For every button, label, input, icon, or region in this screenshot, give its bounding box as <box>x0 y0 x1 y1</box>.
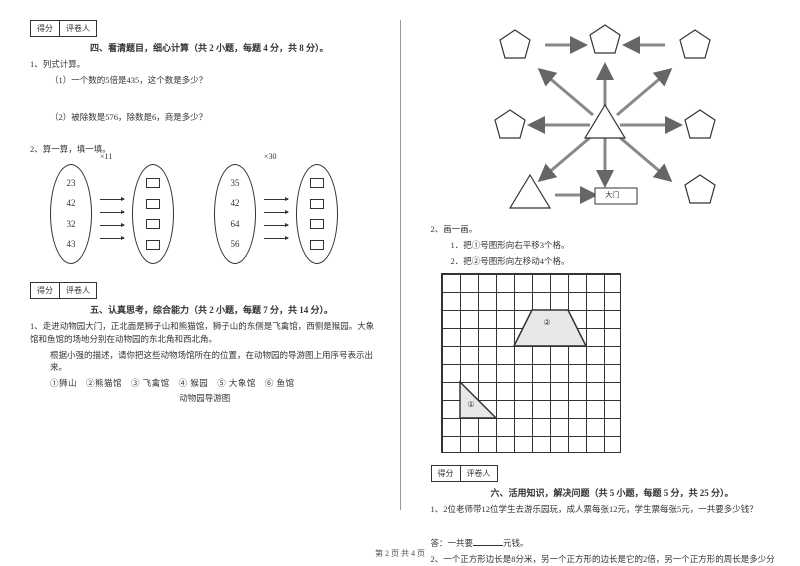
arrow-icon <box>264 238 288 239</box>
ovals-diagram: ×11 23 42 32 43 <box>50 164 380 264</box>
answer-blank[interactable] <box>473 536 503 546</box>
q5-1b: 根据小强的描述，请你把这些动物场馆所在的位置，在动物园的导游图上用序号表示出来。 <box>50 349 380 375</box>
oval-left-1: 23 42 32 43 <box>50 164 92 264</box>
q5-options: ①狮山 ②熊猫馆 ③ 飞禽馆 ④ 猴园 ⑤ 大象馆 ⑥ 鱼馆 <box>50 377 380 389</box>
mult-label-2: ×30 <box>264 152 277 161</box>
q4-1b: （2）被除数是576，除数是6，商是多少？ <box>50 111 380 124</box>
q5-2b: 2．把②号图形向左移动4个格。 <box>451 255 781 268</box>
num: 64 <box>231 220 240 229</box>
answer-box[interactable] <box>146 219 160 229</box>
score-box: 得分 评卷人 <box>30 20 97 37</box>
oval-right-2 <box>296 164 338 264</box>
arrow-icon <box>264 212 288 213</box>
q5-2: 2、画一画。 <box>431 223 781 236</box>
answer-box[interactable] <box>146 178 160 188</box>
arrow-icon <box>100 238 124 239</box>
arrow-icon <box>264 199 288 200</box>
arrow-icon <box>264 225 288 226</box>
q5-2a: 1．把①号图形向右平移3个格。 <box>451 239 781 252</box>
q4-1: 1、列式计算。 <box>30 58 380 71</box>
score-label: 得分 <box>31 21 60 36</box>
arrow-icon <box>100 212 124 213</box>
answer-box[interactable] <box>310 240 324 250</box>
grid-shapes <box>442 274 622 454</box>
num: 23 <box>67 179 76 188</box>
answer-suffix: 元钱。 <box>503 538 529 548</box>
oval-right-1 <box>132 164 174 264</box>
arrows <box>264 189 288 239</box>
zoo-map-diagram: 大门 <box>455 20 755 220</box>
grid-diagram: ① ② <box>441 273 621 453</box>
score-box: 得分 评卷人 <box>30 282 97 299</box>
arrows <box>100 189 124 239</box>
page: 得分 评卷人 四、看清题目，细心计算（共 2 小题，每题 4 分，共 8 分）。… <box>0 0 800 530</box>
num: 43 <box>67 240 76 249</box>
q4-2: 2、算一算，填一填。 <box>30 143 380 156</box>
grader-label: 评卷人 <box>60 283 96 298</box>
mult-label-1: ×11 <box>100 152 112 161</box>
left-column: 得分 评卷人 四、看清题目，细心计算（共 2 小题，每题 4 分，共 8 分）。… <box>0 0 400 530</box>
score-label: 得分 <box>432 466 461 481</box>
answer-box[interactable] <box>146 240 160 250</box>
section-5-title: 五、认真思考，综合能力（共 2 小题，每题 7 分，共 14 分）。 <box>90 303 380 316</box>
score-label: 得分 <box>31 283 60 298</box>
q6-1: 1、2位老师带12位学生去游乐园玩，成人票每张12元，学生票每张5元，一共要多少… <box>431 503 781 516</box>
q5-1a: 1、走进动物园大门，正北面是狮子山和熊猫馆，狮子山的东侧是飞禽馆，西侧是猴园。大… <box>30 320 380 346</box>
oval-group-2: ×30 35 42 64 56 <box>214 164 338 264</box>
answer-prefix: 答：一共要 <box>431 538 474 548</box>
section-4-title: 四、看清题目，细心计算（共 2 小题，每题 4 分，共 8 分）。 <box>90 41 380 54</box>
num: 32 <box>67 220 76 229</box>
answer-box[interactable] <box>146 199 160 209</box>
grader-label: 评卷人 <box>461 466 497 481</box>
page-footer: 第 2 页 共 4 页 <box>0 548 800 559</box>
section-6-title: 六、活用知识，解决问题（共 5 小题，每题 5 分，共 25 分）。 <box>491 486 781 499</box>
arrow-icon <box>100 225 124 226</box>
oval-left-2: 35 42 64 56 <box>214 164 256 264</box>
oval-group-1: ×11 23 42 32 43 <box>50 164 174 264</box>
arrow-icon <box>100 199 124 200</box>
shape-label-1: ① <box>468 400 475 409</box>
shape-label-2: ② <box>544 318 551 327</box>
gate-label: 大门 <box>605 190 619 200</box>
grader-label: 评卷人 <box>60 21 96 36</box>
num: 35 <box>231 179 240 188</box>
q4-1a: （1）一个数的5倍是435，这个数是多少？ <box>50 74 380 87</box>
num: 42 <box>231 199 240 208</box>
answer-box[interactable] <box>310 219 324 229</box>
answer-box[interactable] <box>310 178 324 188</box>
answer-box[interactable] <box>310 199 324 209</box>
right-column: 大门 2、画一画。 1．把①号图形向右平移3个格。 2．把②号图形向左移动4个格… <box>401 0 800 530</box>
num: 56 <box>231 240 240 249</box>
num: 42 <box>67 199 76 208</box>
map-caption: 动物园导游图 <box>30 392 380 404</box>
score-box: 得分 评卷人 <box>431 465 498 482</box>
